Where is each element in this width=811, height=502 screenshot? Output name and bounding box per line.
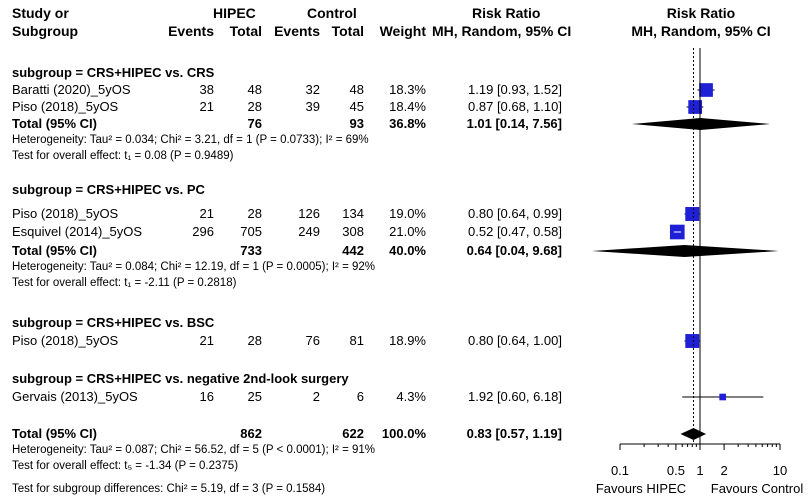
total-weight: 100.0% [381, 426, 426, 441]
weight: 21.0% [389, 224, 426, 239]
risk-ratio-ci: 1.92 [0.60, 6.18] [468, 389, 562, 404]
total-control: 6 [356, 389, 364, 404]
risk-ratio-ci: 0.80 [0.64, 0.99] [468, 206, 562, 221]
total-risk-ratio-ci: 1.01 [0.14, 7.56] [466, 116, 562, 131]
header-subgroup: Subgroup [12, 23, 79, 39]
total-control: 442 [342, 243, 364, 258]
subgroup-differences: Test for subgroup differences: Chi² = 5.… [12, 483, 326, 495]
total-hipec: 862 [240, 426, 262, 441]
subgroup-title: subgroup = CRS+HIPEC vs. CRS [12, 65, 215, 80]
total-label: Total (95% CI) [12, 426, 97, 441]
total-control: 93 [349, 116, 364, 131]
total-risk-ratio-ci: 0.83 [0.57, 1.19] [466, 426, 562, 441]
events-hipec: 38 [199, 82, 214, 97]
tick-label: 2 [720, 463, 727, 478]
study-square [719, 393, 726, 401]
total-risk-ratio-ci: 0.64 [0.04, 9.68] [466, 243, 562, 258]
total-hipec: 76 [247, 116, 262, 131]
events-control: 249 [298, 224, 320, 239]
header-events-hipec: Events [168, 23, 214, 39]
study-square [685, 207, 700, 221]
risk-ratio-ci: 0.80 [0.64, 1.00] [468, 333, 562, 348]
total-weight: 36.8% [389, 116, 426, 131]
heterogeneity-text: Heterogeneity: Tau² = 0.084; Chi² = 12.1… [12, 261, 376, 273]
overall-effect: Test for overall effect: t₅ = -1.34 (P =… [12, 460, 239, 472]
total-control: 134 [342, 206, 364, 221]
study-name: Piso (2018)_5yOS [12, 206, 119, 221]
total-control: 622 [342, 426, 364, 441]
total-hipec: 48 [247, 82, 262, 97]
total-hipec: 28 [247, 333, 262, 348]
pooled-diamond [592, 245, 779, 257]
total-control: 45 [349, 99, 364, 114]
weight: 18.4% [389, 99, 426, 114]
overall-effect-text: Test for overall effect: t₁ = -2.11 (P =… [12, 277, 237, 289]
total-label: Total (95% CI) [12, 116, 97, 131]
heterogeneity-text: Heterogeneity: Tau² = 0.034; Chi² = 3.21… [12, 134, 369, 146]
overall-heterogeneity: Heterogeneity: Tau² = 0.087; Chi² = 56.5… [12, 444, 376, 456]
study-name: Baratti (2020)_5yOS [12, 82, 131, 97]
header-rr-method: MH, Random, 95% CI [432, 23, 572, 39]
events-control: 76 [305, 333, 320, 348]
events-hipec: 21 [199, 206, 214, 221]
total-hipec: 705 [240, 224, 262, 239]
header-hipec: HIPEC [213, 5, 256, 21]
events-hipec: 21 [199, 333, 214, 348]
weight: 18.3% [389, 82, 426, 97]
favours-control-label: Favours Control [711, 481, 804, 496]
tick-label: 0.5 [667, 463, 685, 478]
events-control: 32 [305, 82, 320, 97]
total-hipec: 28 [247, 206, 262, 221]
study-square [685, 334, 700, 348]
subgroup-title: subgroup = CRS+HIPEC vs. PC [12, 182, 205, 197]
study-square [699, 83, 713, 97]
events-control: 39 [305, 99, 320, 114]
weight: 18.9% [389, 333, 426, 348]
overall-effect-text: Test for overall effect: t₁ = 0.08 (P = … [12, 150, 234, 162]
header-study: Study or [12, 5, 69, 21]
risk-ratio-ci: 0.87 [0.68, 1.10] [468, 99, 562, 114]
total-label: Total (95% CI) [12, 243, 97, 258]
header-rr-title: Risk Ratio [472, 5, 541, 21]
tick-label: 10 [773, 463, 787, 478]
weight: 19.0% [389, 206, 426, 221]
header-total-hipec: Total [229, 23, 262, 39]
favours-hipec-label: Favours HIPEC [596, 481, 686, 496]
risk-ratio-ci: 1.19 [0.93, 1.52] [468, 82, 562, 97]
events-control: 126 [298, 206, 320, 221]
study-name: Esquivel (2014)_5yOS [12, 224, 143, 239]
header-weight: Weight [379, 23, 426, 39]
study-square [688, 100, 703, 114]
total-control: 308 [342, 224, 364, 239]
header-plot-title: Risk Ratio [666, 5, 736, 21]
header-control: Control [307, 5, 357, 21]
total-control: 81 [349, 333, 364, 348]
header-events-control: Events [274, 23, 320, 39]
events-hipec: 16 [199, 389, 214, 404]
header-plot-method: MH, Random, 95% CI [631, 23, 771, 39]
total-hipec: 25 [247, 389, 262, 404]
events-hipec: 21 [199, 99, 214, 114]
total-hipec: 28 [247, 99, 262, 114]
subgroup-title: subgroup = CRS+HIPEC vs. negative 2nd-lo… [12, 371, 349, 386]
events-hipec: 296 [192, 224, 214, 239]
header-total-control: Total [331, 23, 364, 39]
study-name: Piso (2018)_5yOS [12, 99, 119, 114]
tick-label: 0.1 [611, 463, 629, 478]
weight: 4.3% [396, 389, 426, 404]
total-weight: 40.0% [389, 243, 426, 258]
study-name: Gervais (2013)_5yOS [12, 389, 138, 404]
subgroup-title: subgroup = CRS+HIPEC vs. BSC [12, 315, 215, 330]
study-name: Piso (2018)_5yOS [12, 333, 119, 348]
risk-ratio-ci: 0.52 [0.47, 0.58] [468, 224, 562, 239]
tick-label: 1 [696, 463, 703, 478]
total-control: 48 [349, 82, 364, 97]
total-hipec: 733 [240, 243, 262, 258]
events-control: 2 [312, 389, 320, 404]
pooled-diamond [631, 118, 771, 130]
